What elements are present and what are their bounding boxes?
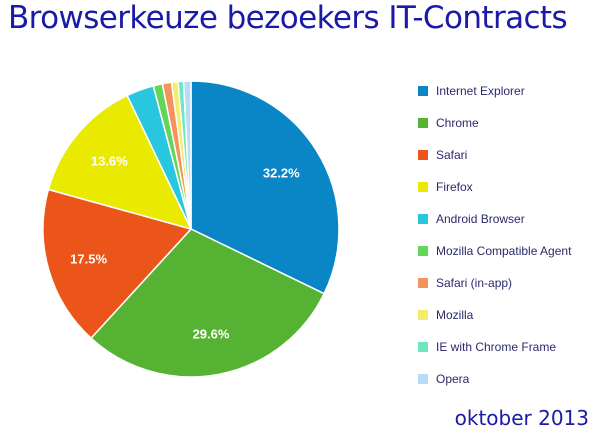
- legend-label: Safari: [436, 148, 468, 162]
- pie-slice-safari: [42, 188, 192, 339]
- pie-slice-labels: 32.2% 29.6% 17.5% 13.6%: [70, 154, 300, 342]
- legend-item-chrome: Chrome: [418, 107, 596, 139]
- legend-swatch: [418, 310, 428, 320]
- legend-item-internet-explorer: Internet Explorer: [418, 75, 596, 107]
- legend-label: Safari (in-app): [436, 276, 513, 290]
- legend-item-opera: Opera: [418, 363, 596, 395]
- legend-swatch: [418, 278, 428, 288]
- legend-item-firefox: Firefox: [418, 171, 596, 203]
- pie-slice-chrome: [90, 228, 325, 378]
- slice-label-chrome: 29.6%: [193, 327, 230, 342]
- legend-item-mozilla: Mozilla: [418, 299, 596, 331]
- pie-slice-internet-explorer: [190, 80, 340, 295]
- legend-label: Firefox: [436, 180, 473, 194]
- legend-label: Mozilla: [436, 308, 474, 322]
- chart-footer-date: oktober 2013: [454, 406, 589, 430]
- legend-label: Mozilla Compatible Agent: [436, 244, 572, 258]
- pie-slice-opera: [182, 80, 192, 230]
- legend-swatch: [418, 246, 428, 256]
- legend-swatch: [418, 182, 428, 192]
- slice-label-firefox: 13.6%: [91, 154, 128, 169]
- legend-swatch: [418, 214, 428, 224]
- legend-label: Opera: [436, 372, 470, 386]
- legend-label: Android Browser: [436, 212, 525, 226]
- legend-swatch: [418, 150, 428, 160]
- legend-item-android-browser: Android Browser: [418, 203, 596, 235]
- pie-slice-firefox: [47, 94, 192, 230]
- slice-label-safari: 17.5%: [70, 251, 107, 266]
- legend-label: Chrome: [436, 116, 479, 130]
- legend-swatch: [418, 118, 428, 128]
- legend-swatch: [418, 342, 428, 352]
- chart-legend: Internet Explorer Chrome Safari Firefox Andr…: [418, 75, 596, 395]
- legend-label: Internet Explorer: [436, 84, 525, 98]
- legend-swatch: [418, 374, 428, 384]
- slice-label-internet-explorer: 32.2%: [263, 166, 300, 181]
- legend-label: IE with Chrome Frame: [436, 340, 557, 354]
- pie-slices: [42, 80, 340, 378]
- legend-item-safari: Safari: [418, 139, 596, 171]
- legend-item-safari-in-app: Safari (in-app): [418, 267, 596, 299]
- chart-title: Browserkeuze bezoekers IT-Contracts: [8, 0, 568, 36]
- legend-item-mozilla-compatible-agent: Mozilla Compatible Agent: [418, 235, 596, 267]
- legend-item-ie-with-chrome-frame: IE with Chrome Frame: [418, 331, 596, 363]
- legend-swatch: [418, 86, 428, 96]
